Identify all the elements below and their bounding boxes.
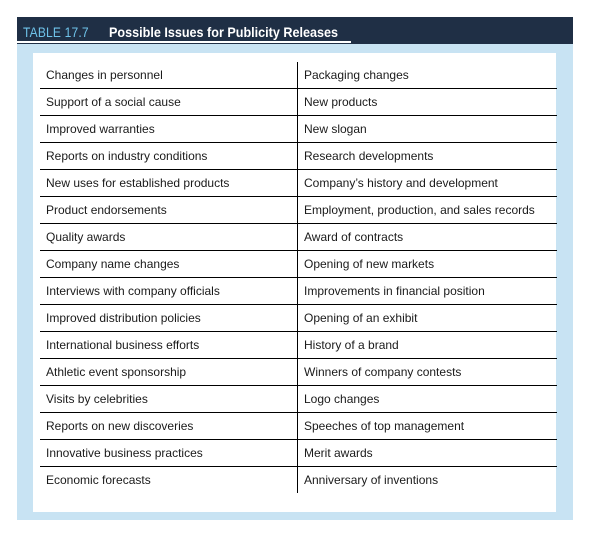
table-row: Visits by celebrities Logo changes: [40, 385, 557, 413]
table-cell-left: Improved distribution policies: [40, 304, 298, 332]
table-row: Support of a social cause New products: [40, 88, 557, 116]
table-row: Changes in personnel Packaging changes: [40, 62, 557, 89]
table-cell-left: New uses for established products: [40, 169, 298, 197]
table-cell-left: Changes in personnel: [40, 62, 298, 89]
table-cell-right: Company’s history and development: [297, 169, 557, 197]
table-cell-right: Improvements in financial position: [297, 277, 557, 305]
table-cell-left: Visits by celebrities: [40, 385, 298, 413]
table-cell-left: Innovative business practices: [40, 439, 298, 467]
table-cell-right: History of a brand: [297, 331, 557, 359]
table-frame: Changes in personnel Packaging changes Sup…: [33, 53, 557, 512]
table-row: Interviews with company officials Improve…: [40, 277, 557, 305]
table-cell-right: Anniversary of inventions: [304, 473, 439, 487]
table-row: Reports on new discoveries Speeches of to…: [40, 412, 557, 440]
table-row: Athletic event sponsorship Winners of com…: [40, 358, 557, 386]
table-row: Improved warranties New slogan: [40, 115, 557, 143]
table-cell-right: New products: [297, 88, 557, 116]
table-cell-right: Opening of an exhibit: [297, 304, 557, 332]
table-cell-left: Interviews with company officials: [40, 277, 298, 305]
table-cell-left: Support of a social cause: [40, 88, 298, 116]
table-row: International business efforts History of…: [40, 331, 557, 359]
table-figure: TABLE 17.7 Possible Issues for Publicity…: [17, 17, 573, 520]
table-cell-right: Merit awards: [297, 439, 557, 467]
table-cell-left: Reports on new discoveries: [40, 412, 298, 440]
issues-table: Changes in personnel Packaging changes Sup…: [40, 62, 557, 493]
table-cell-right: Packaging changes: [297, 62, 557, 89]
table-row: Product endorsements Employment, producti…: [40, 196, 557, 224]
table-row: Reports on industry conditions Research d…: [40, 142, 557, 170]
table-cell-right: Speeches of top management: [297, 412, 557, 440]
table-row: Economic forecasts Anniversary of inventi…: [40, 466, 557, 493]
table-number: TABLE 17.7: [23, 24, 89, 40]
table-row: Company name changes Opening of new marke…: [40, 250, 557, 278]
table-cell-left: Economic forecasts: [40, 466, 298, 493]
table-cell-left: Reports on industry conditions: [40, 142, 298, 170]
table-cell-left: Quality awards: [40, 223, 298, 251]
caption-underline: [17, 41, 351, 43]
table-cell-left: Athletic event sponsorship: [40, 358, 298, 386]
table-cell-right: Logo changes: [297, 385, 557, 413]
table-cell-right: New slogan: [297, 115, 557, 143]
table-caption-bar: TABLE 17.7 Possible Issues for Publicity…: [17, 17, 573, 44]
table-row: New uses for established products Company…: [40, 169, 557, 197]
table-cell-left: Company name changes: [40, 250, 298, 278]
table-cell-left: Improved warranties: [40, 115, 298, 143]
table-row: Quality awards Award of contracts: [40, 223, 557, 251]
table-cell-right: Award of contracts: [297, 223, 557, 251]
table-cell-left: Product endorsements: [40, 196, 298, 224]
table-cell-right: Opening of new markets: [297, 250, 557, 278]
table-cell-left: International business efforts: [40, 331, 298, 359]
table-cell-right: Winners of company contests: [297, 358, 557, 386]
table-title: Possible Issues for Publicity Releases: [109, 24, 339, 40]
table-row: Innovative business practices Merit award…: [40, 439, 557, 467]
issues-table-body: Changes in personnel Packaging changes Sup…: [40, 62, 557, 493]
table-cell-right: Employment, production, and sales record…: [297, 196, 557, 224]
table-row: Improved distribution policies Opening of…: [40, 304, 557, 332]
table-cell-right: Research developments: [297, 142, 557, 170]
